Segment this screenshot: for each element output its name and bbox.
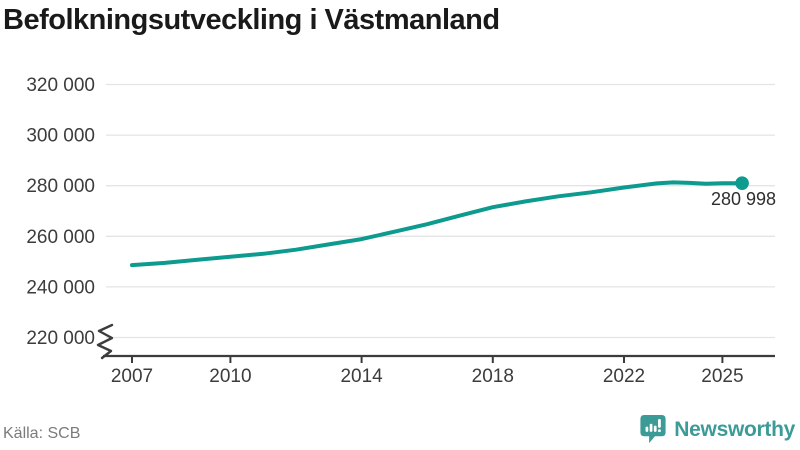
- newsworthy-bars-icon: [640, 414, 666, 444]
- x-tick-label: 2025: [701, 366, 743, 387]
- x-tick-label: 2007: [111, 366, 153, 387]
- last-value-annotation: 280 998: [711, 189, 776, 209]
- x-tick-label: 2022: [603, 366, 645, 387]
- population-line: [130, 180, 745, 268]
- x-axis: 2007 2010 2014 2018 2022 2025: [103, 354, 775, 387]
- axis-break-mark: [96, 323, 114, 360]
- x-tick-label: 2018: [472, 366, 514, 387]
- newsworthy-logo[interactable]: Newsworthy: [639, 414, 795, 445]
- x-tick-label: 2014: [340, 366, 383, 387]
- last-point-dot: [735, 176, 749, 190]
- y-tick-label: 240 000: [26, 277, 95, 298]
- last-value-label: 280 998: [711, 189, 776, 209]
- y-tick-label: 260 000: [26, 227, 95, 248]
- axis-break-zigzag-icon: [96, 323, 114, 360]
- y-tick-label: 300 000: [26, 126, 95, 147]
- x-tick-label: 2010: [209, 366, 251, 387]
- data-series-line: [130, 176, 749, 268]
- y-tick-label: 220 000: [26, 328, 95, 349]
- y-axis-tick-labels: 320 000 300 000 280 000 260 000 240 000 220 0…: [26, 75, 95, 349]
- page-title: Befolkningsutveckling i Västmanland: [3, 4, 500, 36]
- gridlines: [106, 83, 775, 339]
- brand-wordmark: Newsworthy: [674, 417, 795, 441]
- source-note: Källa: SCB: [3, 425, 81, 442]
- y-tick-label: 320 000: [26, 75, 95, 96]
- y-tick-label: 280 000: [26, 176, 95, 197]
